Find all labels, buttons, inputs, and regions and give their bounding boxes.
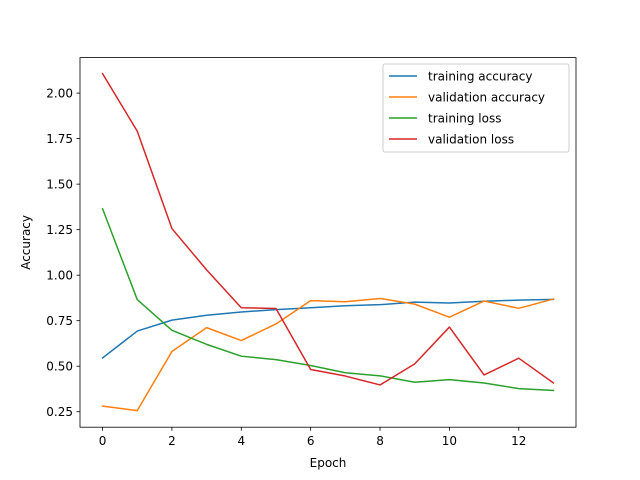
x-axis-ticks: 0 2 4 6 8 10 12: [99, 427, 526, 448]
y-tick-label: 1.25: [46, 223, 73, 237]
y-tick-label: 0.50: [46, 360, 73, 374]
series-line-2: [101, 207, 555, 392]
axes: [79, 57, 577, 428]
y-tick-label: 1.00: [46, 268, 73, 282]
x-axis-label: Epoch: [310, 456, 347, 470]
series-line-3: [101, 72, 555, 386]
x-tick-label: 4: [237, 434, 245, 448]
series-layer: [101, 72, 555, 412]
x-tick-label: 0: [99, 434, 107, 448]
y-tick-label: 0.75: [46, 314, 73, 328]
legend-label-1: validation accuracy: [428, 90, 545, 104]
x-tick-label: 12: [511, 434, 526, 448]
y-axis-label: Accuracy: [19, 215, 33, 270]
y-axis-ticks: 0.25 0.50 0.75 1.00 1.25 1.50 1.75 2.00: [46, 86, 80, 419]
y-tick-label: 1.50: [46, 177, 73, 191]
legend-label-2: training loss: [428, 111, 501, 125]
x-tick-label: 10: [442, 434, 457, 448]
y-tick-label: 1.75: [46, 132, 73, 146]
plot-frame: [79, 57, 577, 428]
series-line-0: [101, 298, 555, 360]
legend-box: [382, 63, 570, 153]
y-tick-label: 2.00: [46, 86, 73, 100]
y-tick-label: 0.25: [46, 405, 73, 419]
x-tick-label: 6: [307, 434, 315, 448]
legend-label-0: training accuracy: [428, 69, 532, 83]
x-tick-label: 2: [168, 434, 176, 448]
legend-label-3: validation loss: [428, 132, 514, 146]
legend: training accuracy validation accuracy trai…: [382, 63, 570, 153]
series-line-1: [101, 297, 555, 412]
x-tick-label: 8: [376, 434, 384, 448]
